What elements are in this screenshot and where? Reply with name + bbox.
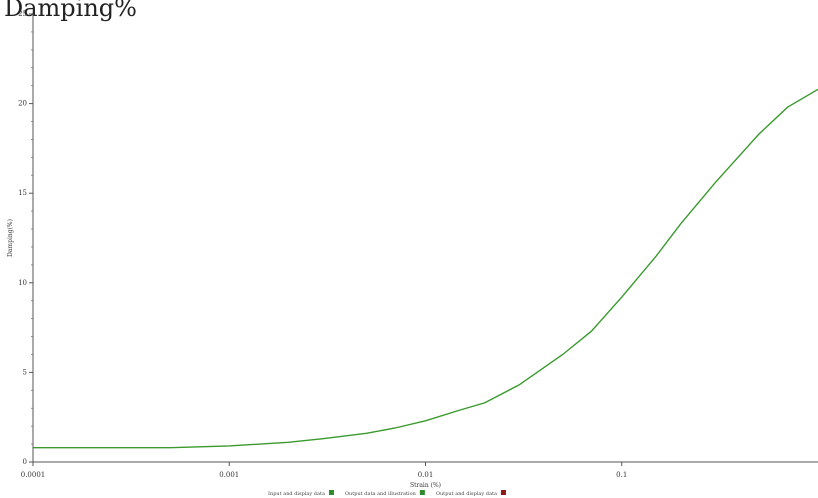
damping-line [33, 88, 818, 449]
x-axis-label: Strain (%) [410, 482, 441, 489]
y-tick-label: 10 [18, 279, 27, 287]
y-tick-label: 25 [18, 10, 27, 18]
x-tick-label: 0.0001 [21, 471, 46, 479]
legend-swatch [419, 490, 425, 495]
y-tick-label: 20 [18, 100, 27, 108]
legend-label: Input and display data [268, 491, 325, 497]
legend-swatch [500, 490, 506, 495]
legend-label: Output and display data [436, 491, 497, 497]
legend-swatch [328, 490, 334, 495]
y-axis-label: Damping(%) [7, 219, 14, 257]
y-tick-label: 5 [23, 368, 27, 376]
legend: Input and display data Output data and il… [268, 490, 506, 497]
series-group [33, 88, 818, 449]
y-tick-label: 0 [23, 458, 27, 466]
x-tick-label: 0.1 [616, 471, 627, 479]
y-ticks: 0 5 10 15 20 25 [18, 10, 33, 466]
chart-axes [32, 14, 818, 463]
y-tick-label: 15 [18, 189, 27, 197]
x-tick-label: 0.001 [219, 471, 239, 479]
x-ticks: 0.0001 0.001 0.01 0.1 [21, 462, 627, 479]
legend-label: Output data and illustration [345, 491, 417, 497]
x-tick-label: 0.01 [418, 471, 434, 479]
chart-title: Damping% [4, 0, 137, 22]
